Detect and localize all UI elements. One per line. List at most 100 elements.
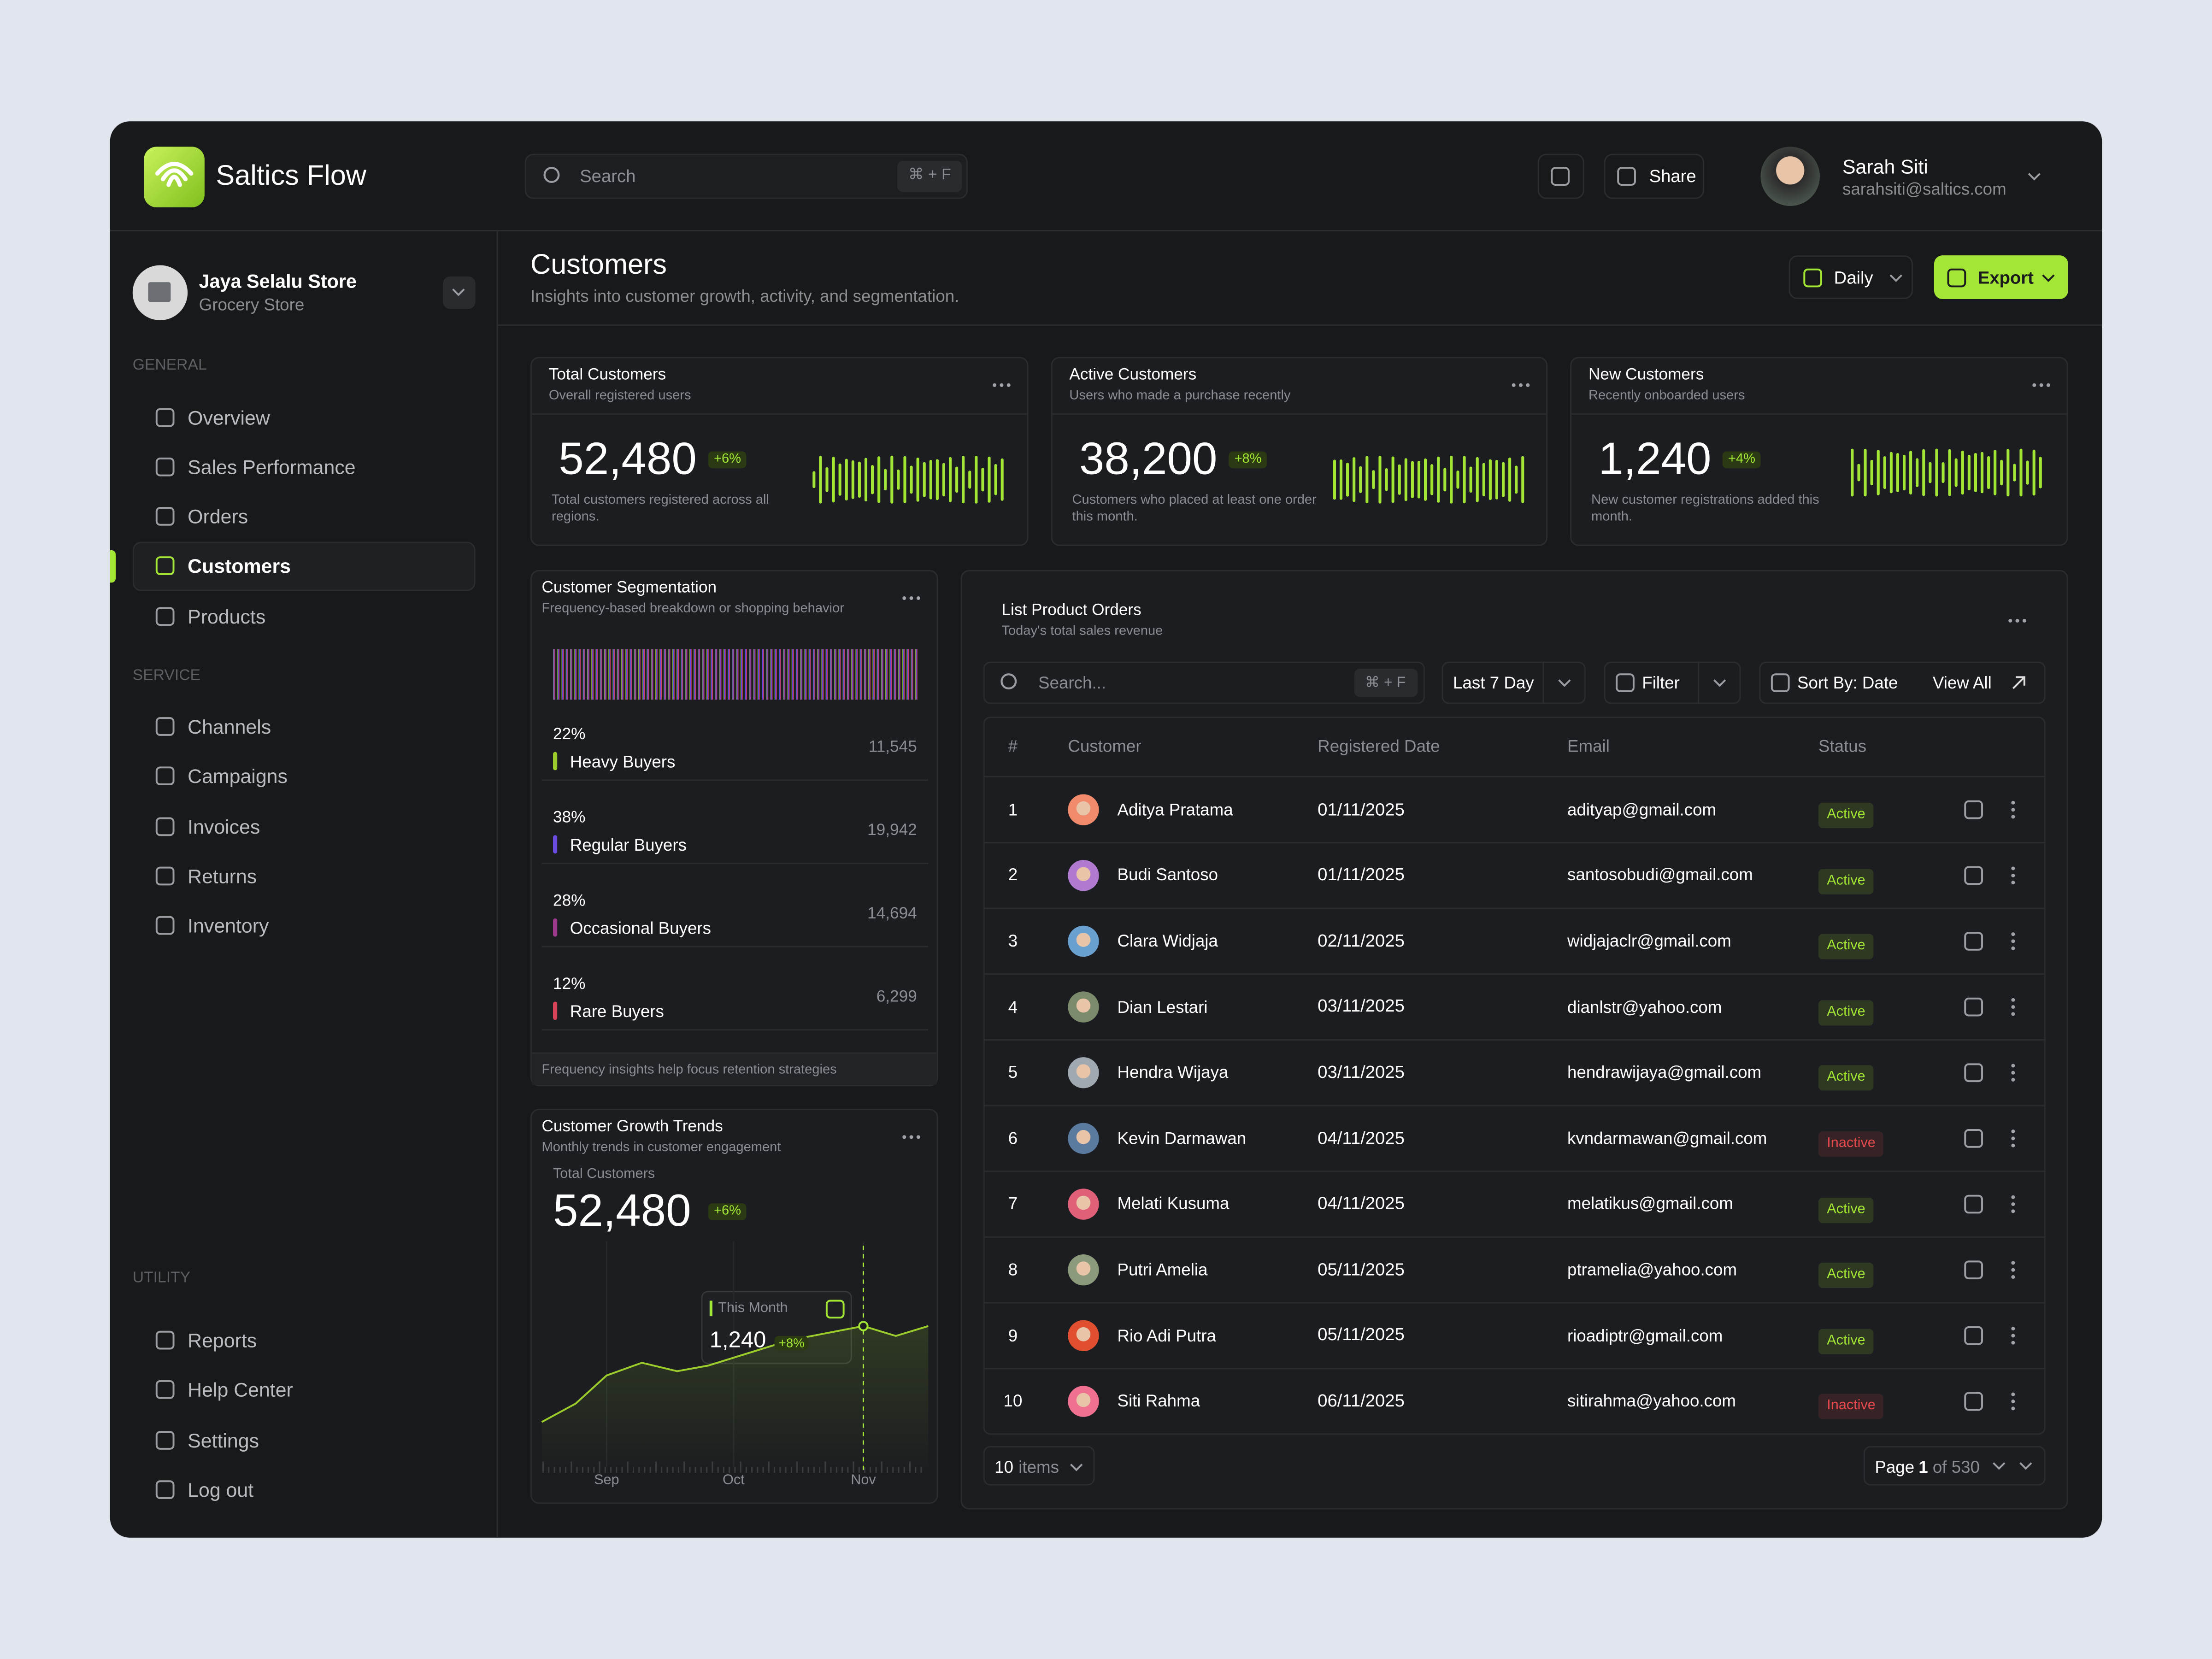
- sparkline-bar: [1365, 456, 1369, 504]
- segment-strip-bar: [647, 649, 649, 700]
- segment-strip-bar: [898, 649, 900, 700]
- icon: [155, 866, 175, 886]
- share-button[interactable]: [1604, 153, 1704, 199]
- tooltip-indicator: [709, 1300, 712, 1317]
- period-label: Daily: [1834, 267, 1873, 287]
- row-number: 1: [1008, 800, 1018, 819]
- segment-strip-bar: [757, 649, 760, 700]
- status-badge: Inactive: [1818, 1131, 1884, 1157]
- segment-strip-bar: [591, 649, 594, 700]
- segment-strip-bar: [604, 649, 606, 700]
- row-number: 5: [1008, 1062, 1018, 1082]
- status-badge: Active: [1818, 802, 1874, 828]
- nav-item[interactable]: Settings: [188, 1428, 259, 1451]
- segment-strip-bar: [804, 649, 807, 700]
- sparkline-bar: [1922, 449, 1925, 496]
- row-number: 9: [1008, 1325, 1018, 1346]
- nav-item[interactable]: Campaigns: [188, 764, 288, 787]
- more-dot: [2032, 383, 2036, 387]
- sparkline-bar: [1974, 453, 1977, 493]
- nav-item[interactable]: Inventory: [188, 913, 269, 936]
- more-dot: [2011, 1334, 2015, 1338]
- icon: [155, 766, 175, 786]
- segment-strip-bar: [587, 649, 589, 700]
- sparkline-bar: [1954, 458, 1958, 487]
- kpi-change: +4%: [1722, 452, 1761, 468]
- segment-strip-bar: [561, 649, 564, 700]
- nav-item[interactable]: Reports: [188, 1328, 257, 1351]
- sparkline-bar: [2006, 448, 2010, 497]
- filter-button[interactable]: [1604, 661, 1741, 704]
- segment-strip-bar: [872, 649, 875, 700]
- more-dot: [2011, 998, 2015, 1002]
- nav-item[interactable]: Products: [188, 605, 266, 628]
- sort-label: Sort By: Date: [1797, 672, 1898, 693]
- customer-name: Dian Lestari: [1117, 997, 1208, 1017]
- segment-name: Rare Buyers: [570, 1001, 664, 1021]
- segment-strip-bar: [812, 649, 815, 700]
- sparkline-bar: [1967, 454, 1971, 491]
- more-dot: [2011, 1195, 2015, 1199]
- store-type: Grocery Store: [199, 294, 305, 315]
- segment-strip-bar: [634, 649, 636, 700]
- nav-item[interactable]: Help Center: [188, 1377, 293, 1400]
- nav-item[interactable]: Invoices: [188, 815, 260, 838]
- sparkline-bar: [832, 457, 835, 503]
- nav-item[interactable]: Sales Performance: [188, 455, 356, 478]
- orders-shortcut: [1354, 669, 1418, 697]
- icon: [155, 457, 175, 477]
- segment-strip-bar: [864, 649, 866, 700]
- sparkline-bar: [994, 464, 997, 495]
- kpi-note: Customers who placed at least one order …: [1072, 493, 1317, 524]
- segment-strip-bar: [783, 649, 786, 700]
- search-box[interactable]: [524, 153, 968, 199]
- page-size-button[interactable]: [983, 1446, 1095, 1486]
- nav-item[interactable]: Returns: [188, 864, 257, 887]
- icon: [155, 507, 175, 526]
- customer-name: Rio Adi Putra: [1117, 1325, 1216, 1346]
- nav-item[interactable]: Log out: [188, 1477, 254, 1500]
- sparkline-bar: [1902, 454, 1906, 491]
- range-button[interactable]: [1441, 661, 1586, 704]
- sparkline-bar: [1443, 468, 1447, 492]
- nav-item[interactable]: Orders: [188, 504, 248, 527]
- page-total: of 530: [1932, 1457, 1980, 1477]
- sparkline-bar: [935, 459, 939, 500]
- period-button[interactable]: [1788, 255, 1913, 299]
- segment-color: [553, 918, 558, 937]
- sparkline-bar: [845, 459, 848, 501]
- nav-item[interactable]: Overview: [188, 406, 270, 429]
- icon-button[interactable]: [1537, 153, 1584, 199]
- segment-strip-bar: [889, 649, 892, 700]
- search-icon: [543, 167, 560, 183]
- icon: [1964, 1063, 1983, 1082]
- nav-item[interactable]: Channels: [188, 714, 271, 737]
- icon: [155, 408, 175, 427]
- segmentation-title: Customer Segmentation: [541, 580, 717, 597]
- sparkline-bar: [1385, 468, 1388, 491]
- kpi-divider: [1570, 413, 2068, 415]
- nav-item[interactable]: Customers: [188, 553, 291, 577]
- store-icon: [148, 282, 171, 302]
- nav-active-bg: [132, 541, 476, 591]
- segment-strip-bar: [668, 649, 671, 700]
- page-title: Customers: [530, 249, 667, 281]
- segment-strip-bar: [817, 649, 820, 700]
- orders-search[interactable]: [983, 661, 1425, 704]
- page-label: Page: [1875, 1457, 1915, 1477]
- registered-date: 05/11/2025: [1318, 1325, 1405, 1345]
- sort-group[interactable]: [1759, 661, 2046, 704]
- customer-name: Budi Santoso: [1117, 865, 1218, 885]
- store-dropdown[interactable]: [443, 276, 476, 309]
- segment-strip-bar: [685, 649, 688, 700]
- segment-strip-bar: [847, 649, 849, 700]
- chevron: [1070, 1464, 1083, 1471]
- sparkline-bar: [1980, 452, 1984, 494]
- sparkline-bar: [1424, 458, 1427, 501]
- status-badge: Active: [1818, 868, 1874, 894]
- logo-wave: [160, 168, 188, 182]
- more-dot: [909, 596, 913, 600]
- kpi-divider: [530, 413, 1029, 415]
- avatar-face: [1076, 867, 1091, 882]
- sparkline-bar: [1961, 450, 1964, 495]
